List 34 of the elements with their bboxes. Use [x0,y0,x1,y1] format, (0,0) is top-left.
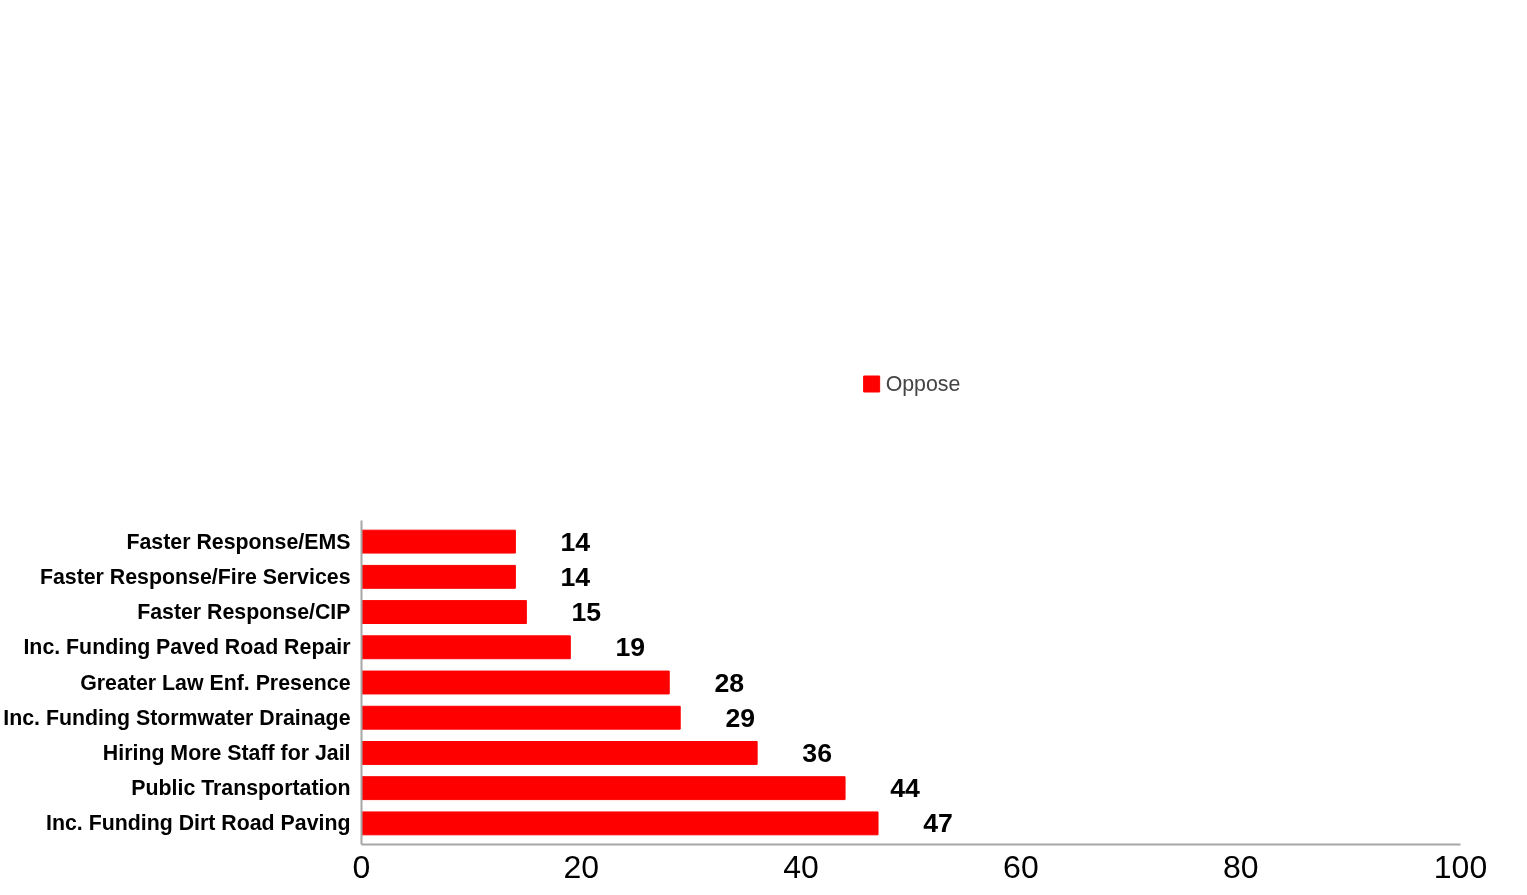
x-tick-label: 40 [783,848,819,885]
data-label: 47 [923,808,953,839]
data-label: 36 [802,737,832,768]
bar [361,740,758,765]
y-tick-label: Faster Response/Fire Services [39,564,351,589]
bar [361,529,516,554]
y-tick-label: Faster Response/CIP [137,600,351,625]
data-label: 14 [560,561,591,592]
x-tick-label: 0 [352,848,371,885]
y-tick-label: Inc. Funding Stormwater Drainage [3,705,351,730]
bar [361,670,670,695]
data-label: 19 [615,632,646,663]
bar [361,705,681,730]
x-tick-label: 80 [1222,848,1259,885]
x-tick-label: 100 [1433,848,1488,885]
y-tick-label: Hiring More Staff for Jail [102,740,351,765]
y-tick-label: Inc. Funding Dirt Road Paving [45,811,351,836]
x-tick-label: 60 [1003,848,1039,885]
data-label: 28 [714,667,745,698]
legend-label: Oppose [885,371,961,397]
x-tick-label: 20 [563,848,600,885]
y-tick-label: Greater Law Enf. Presence [80,670,351,695]
bar [361,776,846,801]
data-label: 44 [890,773,921,804]
bar [361,811,879,836]
bar [361,635,571,660]
y-tick-label: Faster Response/EMS [126,529,351,554]
y-tick-label: Public Transportation [131,776,351,801]
bar [361,564,516,589]
y-tick-label: Inc. Funding Paved Road Repair [23,635,351,660]
data-label: 14 [560,526,591,557]
data-label: 15 [571,597,602,628]
data-label: 29 [725,702,756,733]
bar [361,600,527,625]
